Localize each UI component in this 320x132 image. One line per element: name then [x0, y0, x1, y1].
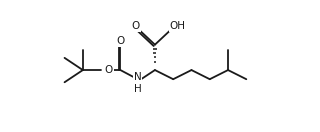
- Text: O: O: [132, 21, 140, 31]
- Text: N
H: N H: [134, 72, 141, 94]
- Text: O: O: [105, 65, 113, 75]
- Text: O: O: [116, 36, 124, 46]
- Text: OH: OH: [170, 21, 186, 31]
